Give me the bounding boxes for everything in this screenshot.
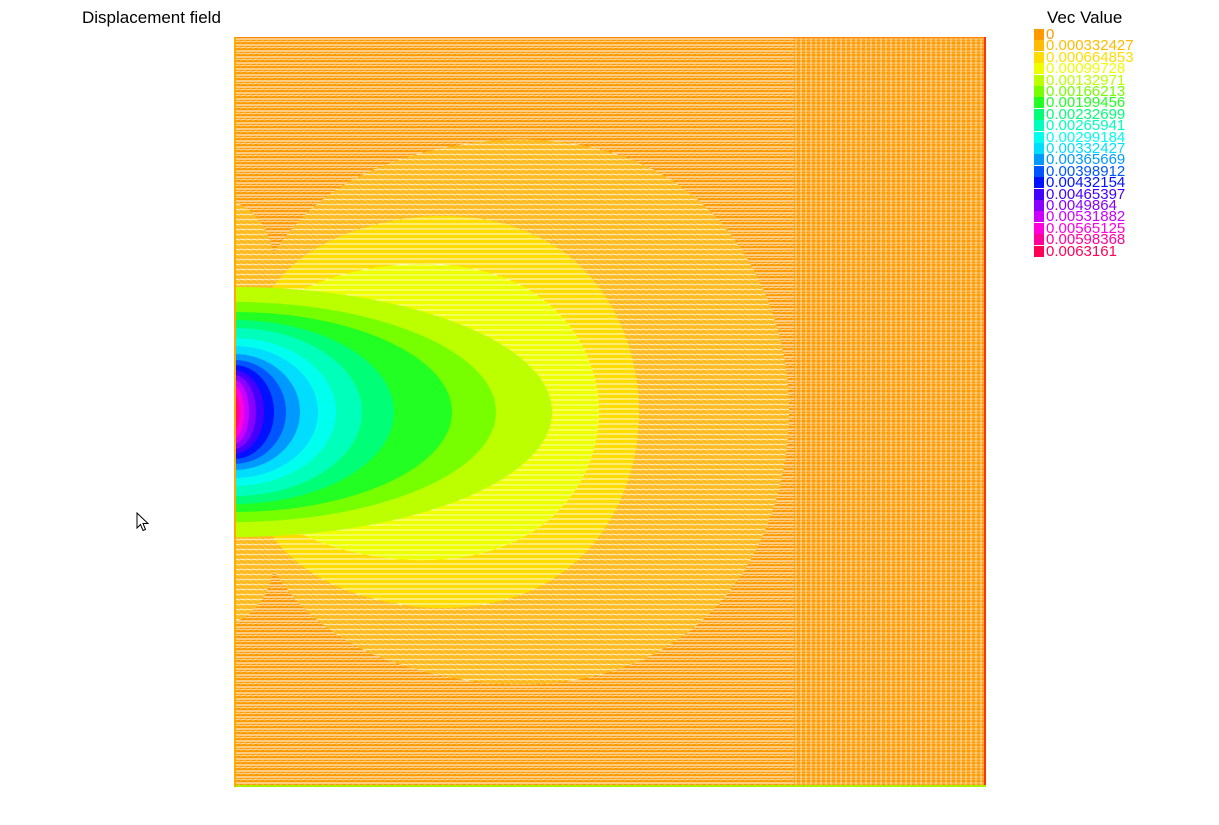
legend-label: 0.000332427 [1046,37,1134,55]
legend-entry: 0.00565125 [1034,219,1126,237]
legend-title: Vec Value [1047,8,1123,27]
contour-band-0-right [794,37,986,787]
legend-swatch [1034,177,1044,189]
legend-swatch [1034,222,1044,234]
legend-swatch [1034,108,1044,120]
legend-entry: 0.00598368 [1034,231,1126,249]
legend-label: 0.00099728 [1046,60,1126,78]
legend-swatch [1034,40,1044,52]
legend-entry: 0.0063161 [1034,242,1117,260]
arrow-pointer-icon [136,512,150,532]
legend-entry: 0.000664853 [1034,48,1134,66]
legend-swatch [1034,120,1044,132]
plot-area [234,37,986,787]
legend-entry: 0.00365669 [1034,151,1126,169]
legend-swatch [1034,188,1044,200]
legend-label: 0.00332427 [1046,140,1126,157]
legend-entry: 0.000332427 [1034,37,1134,55]
legend-swatch [1034,74,1044,86]
legend-swatch [1034,211,1044,223]
legend-swatch [1034,143,1044,154]
legend-label: 0.00432154 [1046,174,1126,192]
legend-entry: 0.00132971 [1034,71,1126,89]
displacement-heatmap [234,37,986,787]
legend-swatch [1034,29,1044,40]
legend-label: 0.00598368 [1046,231,1126,249]
legend-entry: 0.00232699 [1034,105,1126,123]
legend-label: 0.00232699 [1046,105,1126,123]
legend-label: 0.000664853 [1046,48,1134,66]
legend-swatch [1034,63,1044,75]
legend-swatch [1034,86,1044,97]
legend-label: 0.00365669 [1046,151,1126,169]
legend-entry: 0.0049864 [1034,197,1117,214]
plot-title: Displacement field [82,8,221,27]
legend-label: 0 [1046,26,1055,43]
legend-entry: 0.00265941 [1034,117,1126,135]
legend-swatch [1034,131,1044,143]
legend-label: 0.0049864 [1046,197,1117,214]
legend-entry: 0.00166213 [1034,83,1126,100]
legend-swatch [1034,200,1044,211]
legend-swatch [1034,234,1044,246]
legend-label: 0.00398912 [1046,162,1126,180]
legend-label: 0.00166213 [1046,83,1126,100]
legend-swatch [1034,245,1044,257]
legend-entry: 0.00199456 [1034,94,1126,112]
legend-label: 0.00265941 [1046,117,1126,135]
legend-swatch [1034,97,1044,109]
legend-swatch [1034,51,1044,63]
legend-label: 0.00531882 [1046,208,1126,226]
legend-entry: 0.00465397 [1034,185,1126,203]
legend-label: 0.00199456 [1046,94,1126,112]
legend-label: 0.00565125 [1046,219,1126,237]
legend-label: 0.00132971 [1046,71,1126,89]
legend-entry: 0.00398912 [1034,162,1126,180]
legend-swatch [1034,165,1044,177]
legend-entry: 0 [1034,26,1055,43]
legend-entry: 0.00299184 [1034,128,1126,146]
legend-entry: 0.00099728 [1034,60,1126,78]
legend-label: 0.00465397 [1046,185,1126,203]
legend-swatch [1034,154,1044,166]
legend-label: 0.0063161 [1046,242,1117,260]
legend-entry: 0.00432154 [1034,174,1126,192]
legend-entry: 0.00531882 [1034,208,1126,226]
legend-entry: 0.00332427 [1034,140,1126,157]
legend-label: 0.00299184 [1046,128,1126,146]
